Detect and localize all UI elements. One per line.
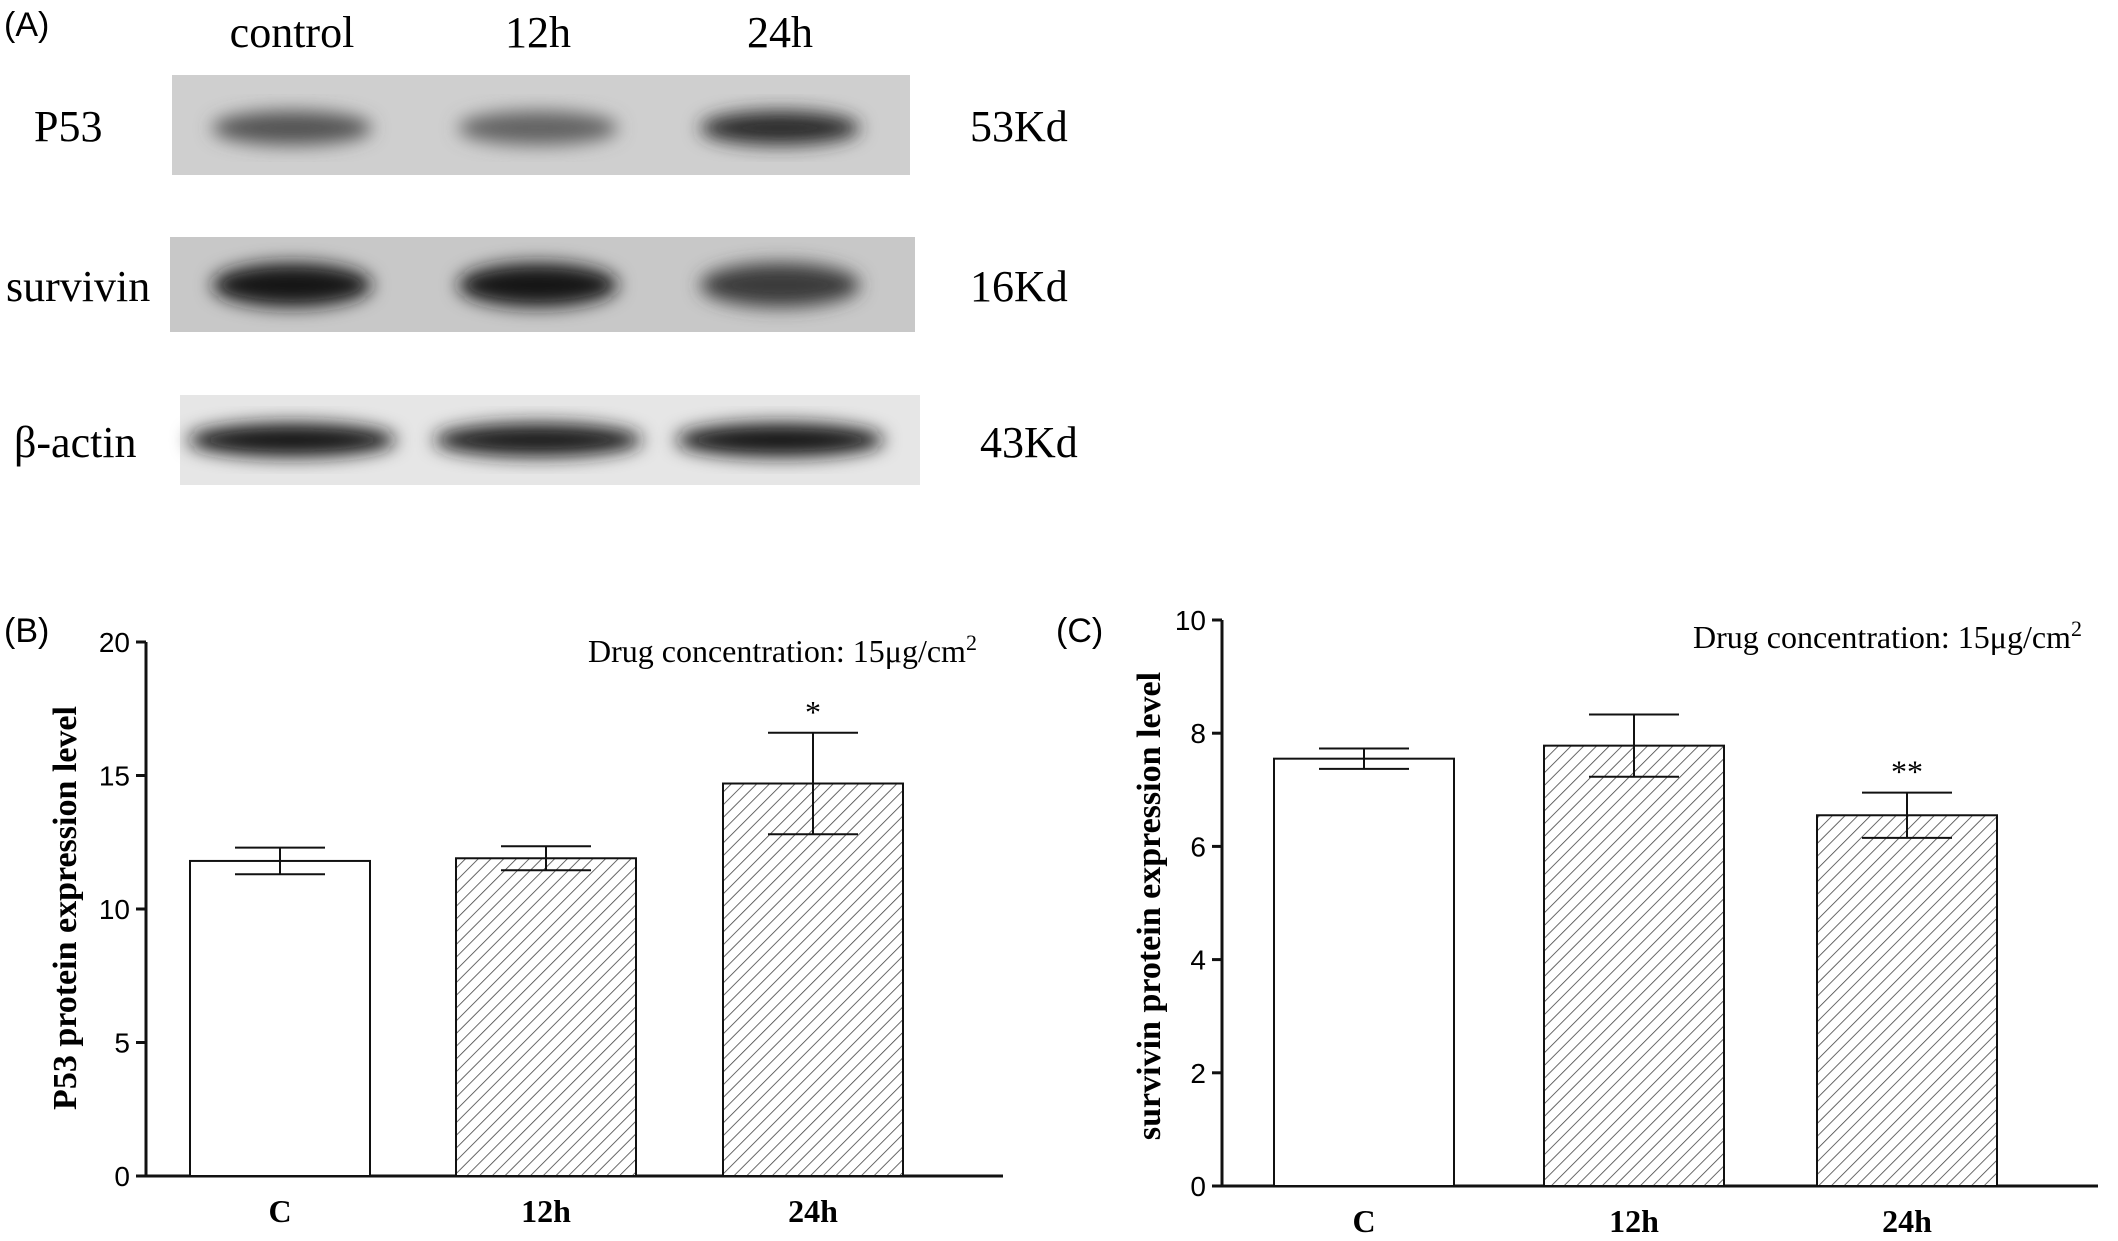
blot-band-survivin-24h	[700, 263, 860, 307]
survivin-y-tick-label: 10	[1175, 605, 1206, 636]
blot-band-actin-control	[188, 423, 396, 457]
panel-a-label: (A)	[4, 6, 49, 44]
p53-x-tick-label: 24h	[788, 1193, 838, 1229]
p53-bar-12h	[455, 857, 637, 1178]
p53-x-tick-label: 12h	[521, 1193, 571, 1229]
beta-actin-bands	[188, 423, 884, 457]
survivin-y-tick-label: 4	[1190, 945, 1206, 976]
molecular-weight-beta-actin: 43Kd	[980, 418, 1078, 467]
blot-band-actin-12h	[434, 423, 642, 457]
p53-x-tick-label: C	[268, 1193, 291, 1229]
drug-concentration-note-c: Drug concentration: 15μg/cm2	[1693, 616, 2082, 655]
survivin-significance-marker: **	[1891, 754, 1923, 790]
p53-y-tick-label: 5	[114, 1028, 130, 1059]
lane-label-control: control	[230, 8, 355, 57]
blot-band-actin-24h	[676, 423, 884, 457]
survivin-bar-c	[1273, 757, 1455, 1187]
p53-bands	[212, 111, 860, 145]
western-blot-panel: (A) control 12h 24h P53 53Kd survivin 16…	[4, 6, 1078, 485]
lane-label-12h: 12h	[505, 8, 571, 57]
protein-label-survivin: survivin	[6, 262, 150, 311]
blot-band-p53-24h	[700, 111, 860, 145]
survivin-x-tick-label: 12h	[1609, 1203, 1659, 1239]
p53-y-tick-label: 15	[99, 761, 130, 792]
lane-label-24h: 24h	[747, 8, 813, 57]
p53-bar-chart: (B) Drug concentration: 15μg/cm2 P53 pro…	[4, 612, 1003, 1229]
survivin-bar-12h	[1543, 744, 1725, 1187]
p53-bar-24h	[722, 782, 904, 1177]
molecular-weight-p53: 53Kd	[970, 102, 1068, 151]
survivin-y-tick-label: 2	[1190, 1058, 1206, 1089]
protein-label-beta-actin: β-actin	[14, 418, 137, 467]
blot-band-survivin-12h	[458, 263, 618, 307]
p53-y-tick-label: 20	[99, 627, 130, 658]
p53-significance-marker: *	[805, 694, 821, 730]
survivin-x-tick-label: 24h	[1882, 1203, 1932, 1239]
survivin-y-tick-label: 0	[1190, 1171, 1206, 1202]
survivin-y-axis-label: survivin protein expression level	[1131, 672, 1168, 1140]
survivin-bar-chart: (C) Drug concentration: 15μg/cm2 survivi…	[1056, 605, 2098, 1239]
survivin-y-tick-label: 6	[1190, 831, 1206, 862]
blot-band-p53-control	[212, 111, 372, 145]
panel-c-label: (C)	[1056, 612, 1103, 650]
survivin-bar-24h	[1816, 814, 1998, 1188]
drug-concentration-note-b: Drug concentration: 15μg/cm2	[588, 630, 977, 669]
p53-y-tick-label: 10	[99, 894, 130, 925]
p53-y-tick-label: 0	[114, 1161, 130, 1192]
p53-y-axis-label: P53 protein expression level	[47, 706, 84, 1110]
molecular-weight-survivin: 16Kd	[970, 262, 1068, 311]
p53-bar-c	[189, 859, 371, 1177]
survivin-x-tick-label: C	[1352, 1203, 1375, 1239]
survivin-bands	[212, 263, 860, 307]
survivin-y-tick-label: 8	[1190, 718, 1206, 749]
protein-label-p53: P53	[34, 102, 102, 151]
panel-b-label: (B)	[4, 612, 49, 650]
blot-band-survivin-control	[212, 263, 372, 307]
blot-band-p53-12h	[458, 111, 618, 145]
